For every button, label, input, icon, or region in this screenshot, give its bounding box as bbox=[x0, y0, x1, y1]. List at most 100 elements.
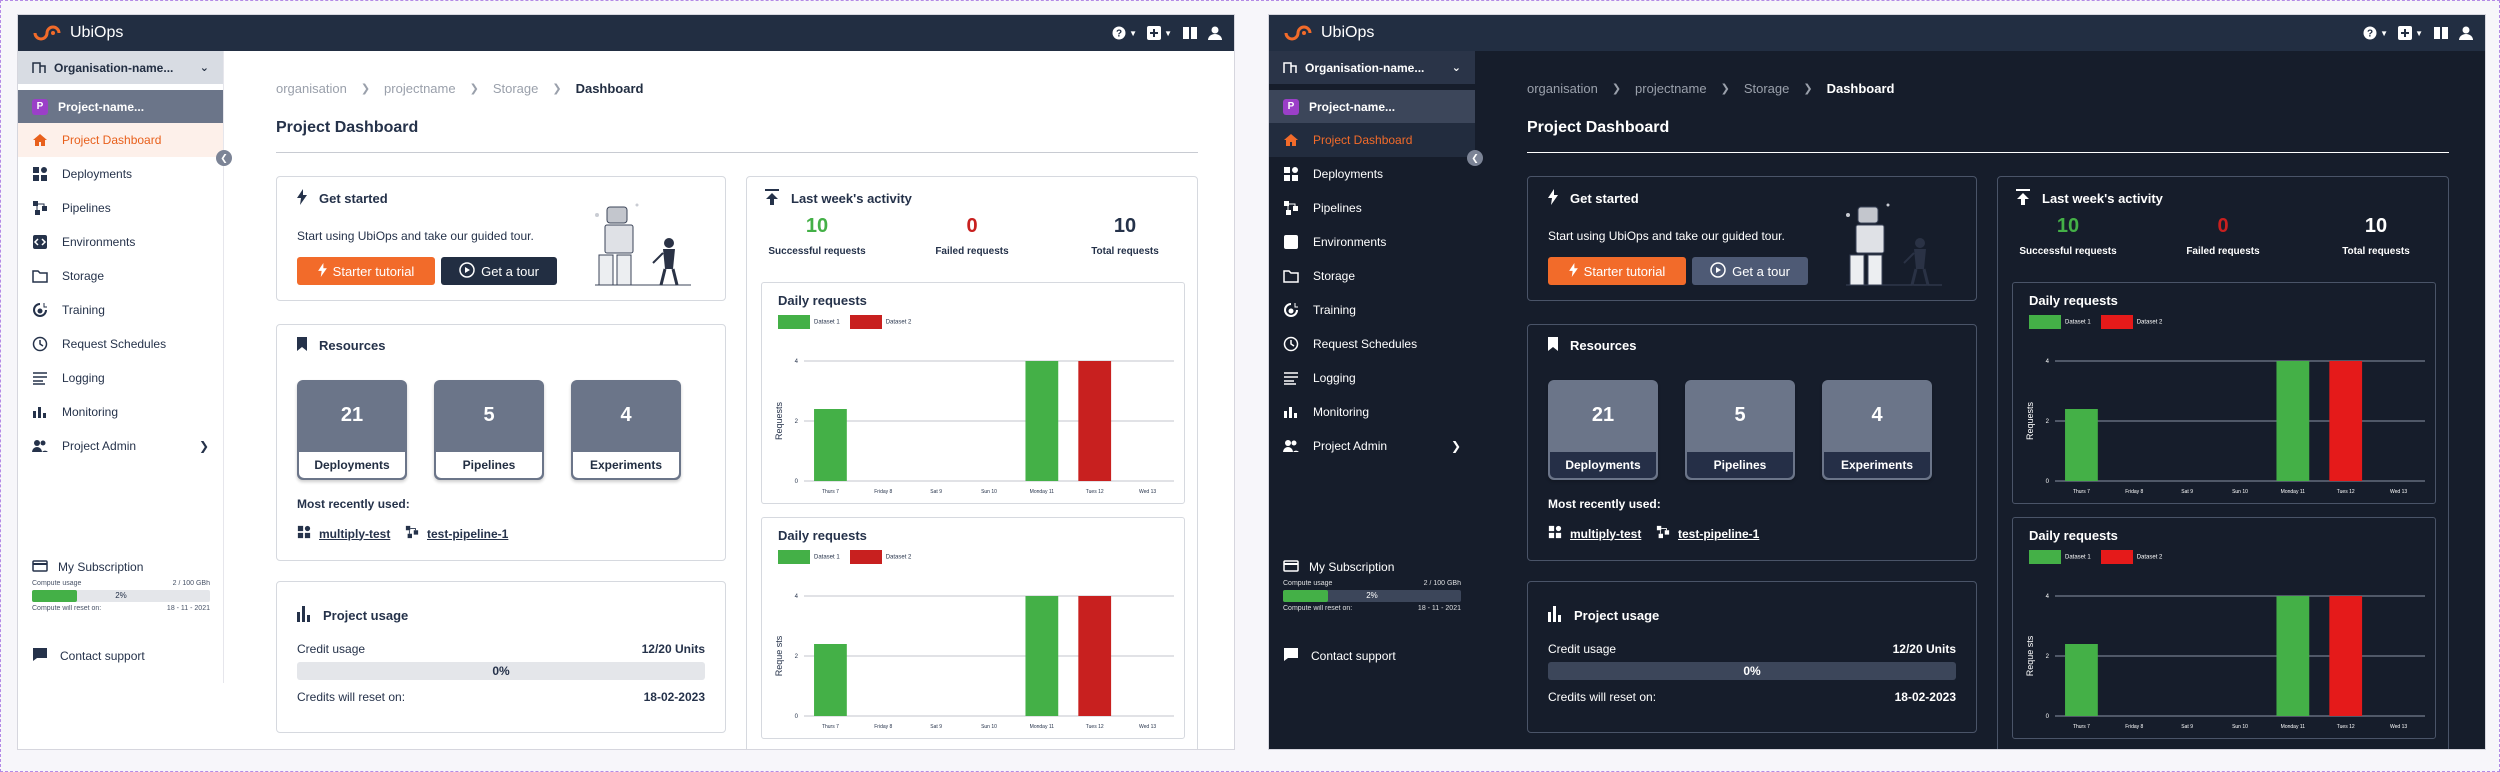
chart-title: Daily requests bbox=[2029, 293, 2118, 308]
logo[interactable]: UbiOps bbox=[32, 24, 123, 42]
bar-dataset-1 bbox=[814, 409, 847, 481]
starter-tutorial-button[interactable]: Starter tutorial bbox=[1548, 257, 1686, 285]
sidebar-item-request-schedules[interactable]: Request Schedules bbox=[1269, 327, 1475, 361]
project-selector[interactable]: P Project-name... bbox=[1269, 90, 1475, 123]
breadcrumb-organisation[interactable]: organisation bbox=[276, 81, 347, 96]
chart-plot: 0 2 4 Reque sts Thurs 7 Friday 8 Sat 9 Sun 10 Mo… bbox=[2025, 594, 2425, 730]
recent-deployment-name: multiply-test bbox=[319, 526, 391, 541]
x-tick-label: Sat 9 bbox=[2181, 489, 2193, 495]
organisation-selector[interactable]: Organisation-name... ⌄ bbox=[1269, 51, 1475, 84]
breadcrumb-project[interactable]: projectname bbox=[384, 81, 456, 96]
legend-dataset-1[interactable]: Dataset 1 bbox=[2029, 315, 2091, 329]
lightning-icon bbox=[317, 262, 327, 280]
failed-requests-stat: 0 Failed requests bbox=[912, 215, 1032, 257]
chart-legend: Dataset 1 Dataset 2 bbox=[2029, 315, 2162, 329]
subscription-link[interactable]: My Subscription bbox=[32, 557, 210, 577]
recent-pipeline-link[interactable]: test-pipeline-1 bbox=[1656, 525, 1759, 542]
contact-support-link[interactable]: Contact support bbox=[32, 647, 145, 665]
starter-tutorial-button[interactable]: Starter tutorial bbox=[297, 257, 435, 285]
logging-icon bbox=[1283, 370, 1299, 386]
create-menu[interactable]: ▼ bbox=[1147, 26, 1172, 40]
sidebar-item-monitoring[interactable]: Monitoring bbox=[1269, 395, 1475, 429]
collapse-sidebar-button[interactable]: ❮ bbox=[1467, 150, 1483, 166]
recent-deployment-link[interactable]: multiply-test bbox=[1548, 525, 1641, 542]
svg-text:?: ? bbox=[2367, 29, 2373, 40]
chevron-right-icon: ❯ bbox=[469, 83, 479, 95]
experiments-count-card[interactable]: 4 Experiments bbox=[571, 380, 681, 480]
help-menu[interactable]: ? ▼ bbox=[1112, 26, 1137, 40]
x-tick-label: Sat 9 bbox=[2181, 724, 2193, 730]
user-menu[interactable] bbox=[2459, 26, 2473, 40]
user-icon bbox=[2459, 26, 2473, 40]
legend-dataset-1[interactable]: Dataset 1 bbox=[2029, 550, 2091, 564]
credit-usage-bar: 0% bbox=[1548, 662, 1956, 680]
sidebar-item-request-schedules[interactable]: Request Schedules bbox=[18, 327, 223, 361]
docs-button[interactable] bbox=[2433, 26, 2449, 40]
sidebar-item-logging[interactable]: Logging bbox=[18, 361, 223, 395]
y-tick-label: 2 bbox=[795, 654, 799, 660]
subscription-link[interactable]: My Subscription bbox=[1283, 557, 1461, 577]
compute-reset-date: 18 - 11 - 2021 bbox=[166, 605, 210, 612]
help-menu[interactable]: ? ▼ bbox=[2363, 26, 2388, 40]
sidebar-item-pipelines[interactable]: Pipelines bbox=[18, 191, 223, 225]
create-menu[interactable]: ▼ bbox=[2398, 26, 2423, 40]
project-selector[interactable]: P Project-name... bbox=[18, 90, 223, 123]
sidebar-item-project-dashboard[interactable]: Project Dashboard bbox=[18, 123, 223, 157]
sidebar-item-environments[interactable]: Environments bbox=[18, 225, 223, 259]
deployments-count-card[interactable]: 21 Deployments bbox=[1548, 380, 1658, 480]
chevron-right-icon: ❯ bbox=[1720, 83, 1730, 95]
bar-dataset-1 bbox=[2276, 361, 2310, 481]
pipelines-count-card[interactable]: 5 Pipelines bbox=[1685, 380, 1795, 480]
legend-label: Dataset 1 bbox=[2065, 319, 2091, 326]
user-menu[interactable] bbox=[1208, 26, 1222, 40]
x-tick-label: Sat 9 bbox=[930, 489, 942, 495]
legend-dataset-2[interactable]: Dataset 2 bbox=[849, 315, 912, 329]
docs-button[interactable] bbox=[1182, 26, 1198, 40]
sidebar-item-deployments[interactable]: Deployments bbox=[18, 157, 223, 191]
experiments-count-card[interactable]: 4 Experiments bbox=[1822, 380, 1932, 480]
legend-dataset-1[interactable]: Dataset 1 bbox=[778, 550, 840, 564]
sidebar-item-project-dashboard[interactable]: Project Dashboard bbox=[1269, 123, 1475, 157]
legend-dataset-1[interactable]: Dataset 1 bbox=[778, 315, 840, 329]
credit-usage-percent: 0% bbox=[492, 664, 510, 678]
pipelines-count-card[interactable]: 5 Pipelines bbox=[434, 380, 544, 480]
recent-deployment-link[interactable]: multiply-test bbox=[297, 525, 390, 542]
compute-usage-label: Compute usage bbox=[32, 580, 82, 587]
sidebar-item-environments[interactable]: Environments bbox=[1269, 225, 1475, 259]
legend-label: Dataset 2 bbox=[885, 319, 912, 326]
bookmark-icon bbox=[1548, 337, 1558, 354]
breadcrumb-storage[interactable]: Storage bbox=[492, 81, 539, 96]
get-a-tour-button[interactable]: Get a tour bbox=[441, 257, 557, 285]
sidebar-item-storage[interactable]: Storage bbox=[18, 259, 223, 293]
chart-legend: Dataset 1 Dataset 2 bbox=[778, 315, 911, 329]
deployments-label: Deployments bbox=[1550, 452, 1656, 478]
breadcrumb-organisation[interactable]: organisation bbox=[1527, 81, 1598, 96]
sidebar-item-training[interactable]: Training bbox=[1269, 293, 1475, 327]
logo[interactable]: UbiOps bbox=[1283, 24, 1374, 42]
sidebar-item-deployments[interactable]: Deployments bbox=[1269, 157, 1475, 191]
sidebar-item-project-admin[interactable]: Project Admin ❯ bbox=[18, 429, 223, 463]
organisation-selector[interactable]: Organisation-name... ⌄ bbox=[18, 51, 223, 84]
pipelines-count: 5 bbox=[1734, 403, 1746, 426]
chart-title: Daily requests bbox=[778, 528, 867, 543]
deployments-count-card[interactable]: 21 Deployments bbox=[297, 380, 407, 480]
contact-support-link[interactable]: Contact support bbox=[1283, 647, 1396, 665]
legend-dataset-2[interactable]: Dataset 2 bbox=[2100, 315, 2162, 329]
sidebar-item-logging[interactable]: Logging bbox=[1269, 361, 1475, 395]
sidebar-item-monitoring[interactable]: Monitoring bbox=[18, 395, 223, 429]
legend-dataset-2[interactable]: Dataset 2 bbox=[849, 550, 911, 564]
collapse-sidebar-button[interactable]: ❮ bbox=[216, 150, 232, 166]
sidebar-item-project-admin[interactable]: Project Admin ❯ bbox=[1269, 429, 1475, 463]
sidebar-item-pipelines[interactable]: Pipelines bbox=[1269, 191, 1475, 225]
sidebar-item-storage[interactable]: Storage bbox=[1269, 259, 1475, 293]
legend-dataset-2[interactable]: Dataset 2 bbox=[2100, 550, 2162, 564]
breadcrumb-project[interactable]: projectname bbox=[1635, 81, 1707, 96]
chevron-down-icon: ▼ bbox=[1164, 28, 1172, 38]
project-usage-card: Project usage Credit usage 12/20 Units 0%… bbox=[1527, 581, 1977, 733]
activity-title: Last week's activity bbox=[2042, 191, 2163, 206]
get-a-tour-button[interactable]: Get a tour bbox=[1692, 257, 1808, 285]
sidebar-item-training[interactable]: Training bbox=[18, 293, 223, 327]
compute-usage-percent: 2% bbox=[1366, 591, 1378, 600]
recent-pipeline-link[interactable]: test-pipeline-1 bbox=[405, 525, 508, 542]
breadcrumb-storage[interactable]: Storage bbox=[1743, 81, 1790, 96]
